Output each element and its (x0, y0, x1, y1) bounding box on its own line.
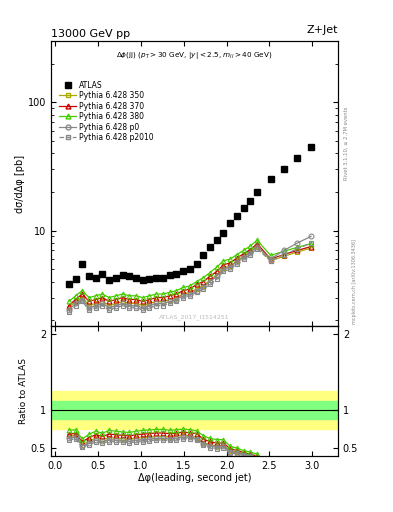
Y-axis label: Ratio to ATLAS: Ratio to ATLAS (19, 358, 28, 424)
Text: 13000 GeV pp: 13000 GeV pp (51, 29, 130, 39)
Y-axis label: dσ/dΔφ [pb]: dσ/dΔφ [pb] (15, 155, 25, 212)
X-axis label: Δφ(leading, second jet): Δφ(leading, second jet) (138, 473, 251, 483)
Text: Z+Jet: Z+Jet (307, 25, 338, 35)
Text: $\Delta\phi$(jj) ($p_\mathrm{T} > 30$ GeV, $|y| < 2.5$, $m_{ll} > 40$ GeV): $\Delta\phi$(jj) ($p_\mathrm{T} > 30$ Ge… (116, 50, 273, 60)
Legend: ATLAS, Pythia 6.428 350, Pythia 6.428 370, Pythia 6.428 380, Pythia 6.428 p0, Py: ATLAS, Pythia 6.428 350, Pythia 6.428 37… (58, 79, 155, 144)
Text: ATLAS_2017_I1514251: ATLAS_2017_I1514251 (159, 314, 230, 319)
Text: Rivet 3.1.10, ≥ 2.7M events: Rivet 3.1.10, ≥ 2.7M events (344, 106, 349, 180)
Text: mcplots.cern.ch [arXiv:1306.3436]: mcplots.cern.ch [arXiv:1306.3436] (352, 239, 357, 324)
